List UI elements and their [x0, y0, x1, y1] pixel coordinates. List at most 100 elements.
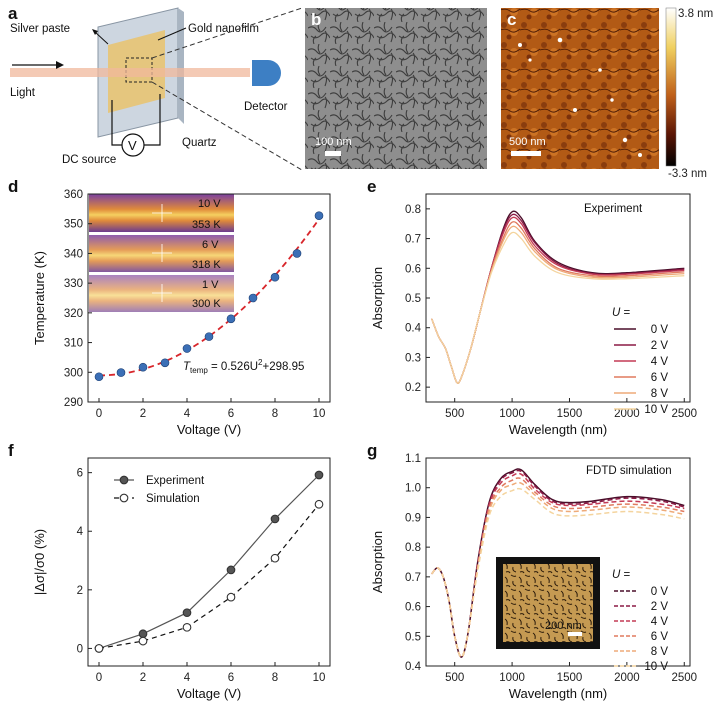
gold-nanofilm-leader — [157, 27, 187, 41]
axes-frame-d — [87, 193, 331, 403]
sem-scalebar — [325, 151, 341, 156]
detector-icon — [252, 60, 281, 86]
legend-g-u: U — [612, 569, 621, 581]
light-beam — [10, 68, 250, 77]
y-axis-label-e: Absorption — [370, 267, 385, 329]
x-tick-label-e: 2500 — [671, 408, 697, 420]
thermal-6v-temp: 318 K — [192, 259, 221, 271]
chart-d: d 10 V 353 K 6 V 318 K 1 V 300 K Ttemp =… — [8, 177, 331, 437]
data-point-d — [138, 362, 148, 372]
x-axis-label-d: Voltage (V) — [177, 422, 241, 437]
legend-label-e: 8 V — [651, 388, 669, 400]
thermal-image-6v — [89, 235, 234, 272]
zoom-line-bottom — [151, 81, 303, 171]
y-tick-label-e: 0.4 — [405, 323, 422, 335]
x-tick-label-d: 10 — [313, 408, 326, 420]
legend-label-g: 10 V — [644, 661, 668, 673]
legend-label-e: 2 V — [651, 340, 669, 352]
y-tick-label-e: 0.7 — [405, 234, 421, 246]
thermal-10v-voltage: 10 V — [198, 198, 221, 210]
panel-c: c 500 nm 3.8 nm -3.3 nm — [501, 7, 713, 180]
data-point-f — [270, 514, 280, 524]
legend-e-u: U — [612, 307, 621, 319]
panel-label-c: c — [507, 10, 516, 29]
data-point-d — [226, 314, 236, 324]
afm-colorbar — [665, 7, 677, 167]
silver-paste-arrowhead — [92, 29, 98, 35]
y-tick-label-e: 0.5 — [405, 293, 421, 305]
thermal-6v-voltage: 6 V — [202, 239, 219, 251]
thermal-10v-temp: 353 K — [192, 219, 221, 231]
series-line-e — [431, 213, 685, 384]
thermal-inset: 10 V 353 K 6 V 318 K 1 V 300 K — [89, 194, 234, 312]
x-tick-label-d: 6 — [228, 408, 234, 420]
fit-formula: Ttemp = 0.526U2+298.95 — [183, 358, 304, 375]
voltmeter-icon — [121, 133, 145, 157]
x-axis-label-e: Wavelength (nm) — [509, 422, 608, 437]
quartz-edge — [178, 8, 184, 124]
series-line-f — [98, 474, 320, 649]
inset-scalebar-label: 200 nm — [545, 620, 582, 632]
legend-label-e: 6 V — [651, 372, 669, 384]
data-point-f — [138, 629, 148, 639]
fit-sub: temp — [190, 366, 208, 375]
x-tick-label-f: 6 — [228, 672, 234, 684]
light-arrowhead — [56, 61, 64, 69]
legend-label-g: 0 V — [651, 586, 669, 598]
axes-frame-e — [425, 193, 691, 403]
y-tick-label-e: 0.8 — [405, 204, 421, 216]
legend-label-g: 8 V — [651, 646, 669, 658]
data-point-f — [182, 608, 192, 618]
data-point-f — [226, 565, 236, 575]
y-tick-label-f: 0 — [77, 643, 83, 655]
y-tick-label-g: 1.1 — [405, 453, 421, 465]
voltmeter-label: V — [128, 138, 137, 153]
y-axis-label-f: |Δσ|/σ0 (%) — [32, 529, 47, 595]
x-tick-label-f: 8 — [272, 672, 278, 684]
legend-g-eq: = — [620, 569, 630, 581]
data-point-f — [138, 636, 148, 646]
y-tick-label-g: 0.4 — [405, 661, 422, 673]
label-quartz: Quartz — [182, 137, 217, 149]
x-tick-label-f: 4 — [184, 672, 191, 684]
x-tick-label-g: 1000 — [499, 672, 525, 684]
afm-particles — [518, 37, 642, 157]
y-tick-label-d: 340 — [64, 248, 83, 260]
y-tick-label-d: 330 — [64, 278, 83, 290]
legend-label-e: 4 V — [651, 356, 669, 368]
legend-label-g: 2 V — [651, 601, 669, 613]
x-tick-label-d: 8 — [272, 408, 278, 420]
sem-image — [305, 8, 487, 169]
panel-label-b: b — [311, 10, 321, 29]
legend-label-g: 4 V — [651, 616, 669, 628]
panel-label-e: e — [367, 177, 376, 196]
data-point-d — [292, 249, 302, 258]
data-point-d — [248, 293, 258, 303]
y-tick-label-g: 0.6 — [405, 602, 421, 614]
label-light: Light — [10, 87, 36, 99]
x-tick-label-e: 1000 — [499, 408, 525, 420]
x-tick-label-d: 0 — [96, 408, 102, 420]
x-tick-label-f: 10 — [313, 672, 326, 684]
panel-a: a Silver paste Gold nanofilm Light Detec… — [8, 4, 303, 171]
fit-lhs: T — [183, 361, 191, 373]
label-gold-nanofilm: Gold nanofilm — [188, 23, 259, 35]
afm-scalebar — [511, 151, 541, 156]
thermal-1v-voltage: 1 V — [202, 279, 219, 291]
panel-label-d: d — [8, 177, 18, 196]
y-tick-label-g: 0.8 — [405, 542, 421, 554]
legend-label-e: 0 V — [651, 324, 669, 336]
axes-frame-f — [87, 457, 331, 667]
y-tick-label-d: 350 — [64, 219, 83, 231]
fit-sup: 2 — [258, 358, 263, 367]
zoom-line-top — [151, 7, 303, 59]
data-point-f — [182, 622, 192, 632]
y-tick-label-g: 0.9 — [405, 512, 421, 524]
thermal-crosshairs — [152, 204, 172, 302]
data-point-d — [94, 372, 104, 382]
afm-scalebar-label: 500 nm — [509, 136, 546, 148]
data-point-f — [314, 470, 324, 480]
sem-scalebar-label: 100 nm — [315, 136, 352, 148]
data-point-f — [94, 644, 104, 653]
inset-scalebar — [568, 632, 582, 636]
